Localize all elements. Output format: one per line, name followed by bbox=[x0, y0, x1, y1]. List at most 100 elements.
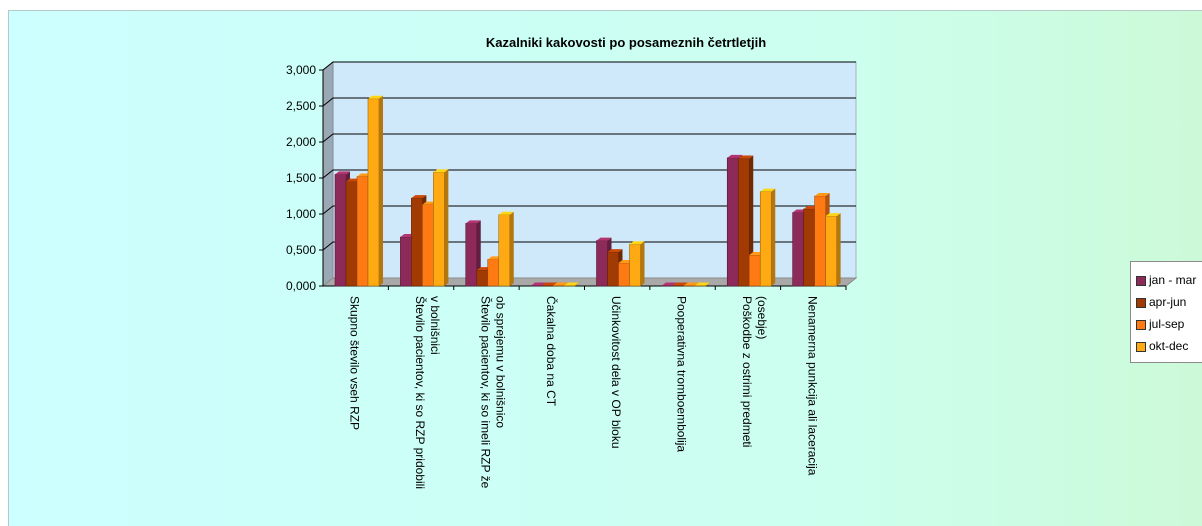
bar-side bbox=[836, 213, 841, 286]
legend-swatch bbox=[1136, 341, 1146, 352]
bar-top bbox=[335, 171, 350, 175]
bar-front bbox=[596, 240, 608, 287]
bar-front bbox=[825, 215, 837, 287]
bar-front bbox=[618, 262, 630, 287]
bar-top bbox=[683, 282, 699, 286]
gridline bbox=[322, 97, 856, 107]
bar-front bbox=[530, 285, 543, 287]
x-category-label-line: Učinkovitost dela v OP bloku bbox=[609, 296, 623, 449]
bar bbox=[367, 95, 383, 287]
bar-side bbox=[444, 169, 449, 286]
x-category-label-line: (osebje) bbox=[755, 296, 769, 339]
y-tick-label: 0,000 bbox=[286, 279, 316, 293]
bar-front bbox=[563, 285, 576, 287]
bar-top bbox=[498, 211, 514, 215]
bar-side bbox=[379, 95, 383, 286]
legend: jan - mar apr-jun jul-sep okt-dec bbox=[1130, 261, 1202, 363]
bar-top bbox=[564, 282, 580, 286]
bar bbox=[498, 211, 514, 287]
gridline bbox=[322, 169, 856, 179]
x-category-label: Nenamerna punkcija ali laceracija bbox=[805, 296, 819, 476]
x-category-label: Čakalna doba na CT bbox=[544, 296, 559, 407]
bar-side bbox=[705, 282, 710, 286]
x-category-label: Poškodbe z ostrimi predmeti(osebje) bbox=[740, 296, 769, 447]
bar-front bbox=[759, 191, 772, 287]
bar-front bbox=[465, 223, 478, 287]
bar-top bbox=[465, 220, 481, 224]
legend-item: apr-jun bbox=[1136, 294, 1186, 310]
y-tick-label: 2,500 bbox=[286, 99, 316, 113]
x-category-label-line: Poškodbe z ostrimi predmeti bbox=[740, 296, 754, 447]
chart-title: Kazalniki kakovosti po posameznih četrtl… bbox=[486, 35, 766, 50]
bar-front bbox=[748, 254, 761, 287]
bar-front bbox=[629, 243, 641, 287]
bar bbox=[694, 282, 710, 287]
legend-swatch bbox=[1136, 275, 1146, 286]
bar-side bbox=[509, 211, 514, 286]
bar-top bbox=[629, 241, 645, 245]
bar-top bbox=[596, 237, 612, 241]
bar-front bbox=[433, 171, 445, 287]
x-category-label: Skupno število vseh RZP bbox=[348, 296, 362, 430]
y-tick-label: 1,000 bbox=[286, 207, 316, 221]
bar-front bbox=[552, 285, 565, 287]
x-category-label-line: Število pacientov, ki so imeli RZP že bbox=[478, 296, 493, 489]
x-category-label-line: v bolnišnici bbox=[428, 296, 442, 355]
x-category-label: Pooperativna tromboembolija bbox=[675, 296, 689, 452]
legend-swatch bbox=[1136, 319, 1146, 330]
bar-front bbox=[487, 259, 500, 287]
bar-top bbox=[553, 282, 569, 286]
bar-front bbox=[683, 285, 696, 287]
legend-item: okt-dec bbox=[1136, 338, 1188, 354]
bar-side bbox=[575, 282, 580, 286]
legend-label: jul-sep bbox=[1149, 317, 1185, 331]
legend-item: jan - mar bbox=[1136, 272, 1196, 288]
bar-front bbox=[661, 285, 674, 287]
bar bbox=[433, 169, 449, 287]
bar-front bbox=[356, 176, 369, 287]
chart-area: Kazalniki kakovosti po posameznih četrtl… bbox=[8, 10, 1202, 526]
bar-top bbox=[825, 213, 841, 217]
bar-top bbox=[433, 169, 449, 173]
bar-top bbox=[672, 282, 688, 286]
bar bbox=[563, 282, 580, 287]
bar-top bbox=[661, 282, 677, 286]
bar-front bbox=[672, 285, 685, 287]
bar bbox=[825, 213, 841, 287]
bar bbox=[465, 220, 481, 287]
bar-front bbox=[541, 285, 554, 287]
bar-front bbox=[737, 158, 750, 287]
bar-top bbox=[760, 188, 776, 192]
bar-front bbox=[334, 174, 347, 287]
bar-top bbox=[542, 282, 558, 286]
bar-top bbox=[411, 195, 427, 199]
bar-front bbox=[803, 208, 815, 287]
legend-label: okt-dec bbox=[1149, 339, 1189, 353]
bar bbox=[759, 188, 776, 287]
gridline bbox=[322, 61, 856, 71]
x-category-label-line: Število pacientov, ki so RZP pridobili bbox=[413, 296, 428, 489]
bar-front bbox=[814, 195, 826, 287]
legend-swatch bbox=[1136, 297, 1146, 308]
bar-top bbox=[814, 193, 830, 196]
legend-label: jan - mar bbox=[1149, 273, 1197, 287]
y-tick-label: 0,500 bbox=[286, 243, 316, 257]
bar-top bbox=[727, 154, 743, 158]
bar bbox=[629, 241, 645, 287]
bar-top bbox=[694, 282, 710, 286]
bar-front bbox=[476, 269, 489, 287]
y-tick-label: 3,000 bbox=[286, 63, 316, 77]
bar-top bbox=[368, 95, 383, 99]
bar-front bbox=[607, 251, 619, 287]
bar-front bbox=[367, 98, 380, 287]
x-category-label-line: Čakalna doba na CT bbox=[544, 296, 559, 407]
bar-front bbox=[726, 157, 739, 287]
bar-front bbox=[345, 181, 358, 287]
bar-top bbox=[738, 155, 754, 159]
bar-front bbox=[411, 197, 423, 287]
bar-top bbox=[531, 282, 547, 286]
legend-item: jul-sep bbox=[1136, 316, 1184, 332]
bar-front bbox=[792, 212, 804, 287]
gridline bbox=[322, 133, 856, 143]
bar-side bbox=[771, 188, 776, 286]
